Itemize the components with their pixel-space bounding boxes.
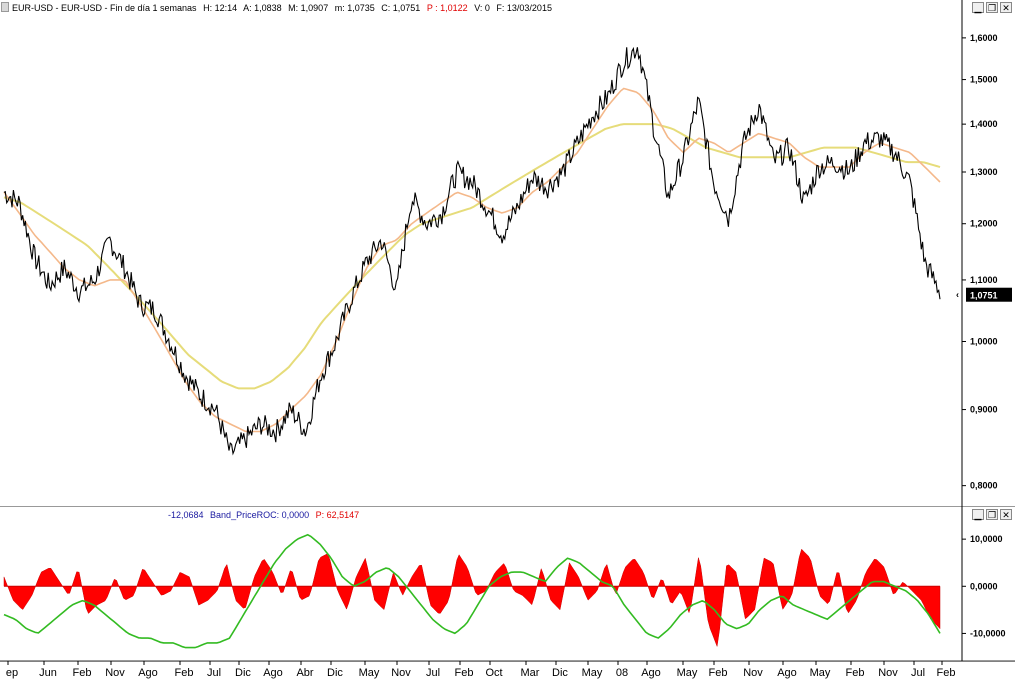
header-close: C: 1,0751 — [381, 3, 421, 13]
price-line — [3, 46, 941, 456]
time-axis-label: 08 — [616, 667, 628, 679]
indicator-axis-label: 10,0000 — [970, 534, 1003, 544]
time-axis-svg[interactable]: ep Jun Feb Nov Ago Feb Jul Dic Ago Abr Dic May Nov Ju… — [0, 661, 1015, 680]
price-axis-label: 0,8000 — [970, 481, 998, 491]
header-hour: H: 12:14 — [203, 3, 238, 13]
band-price-roc-histogram — [3, 548, 941, 648]
time-axis-label: Feb — [709, 667, 728, 679]
indicator-axis-label: -10,0000 — [970, 628, 1006, 638]
time-axis-label: May — [359, 667, 380, 679]
time-axis-label: Nov — [743, 667, 763, 679]
indicator-axis-label: 0,0000 — [970, 581, 998, 591]
close-button[interactable]: ✕ — [1000, 2, 1012, 13]
time-axis-label: May — [677, 667, 698, 679]
price-axis-label: 1,3000 — [970, 167, 998, 177]
time-axis-label: Jul — [426, 667, 440, 679]
roc-line — [3, 533, 941, 649]
indicator-close-button[interactable]: ✕ — [1000, 509, 1012, 520]
time-axis-label: Dic — [235, 667, 251, 679]
time-axis-label: Ago — [641, 667, 661, 679]
price-chart-pane[interactable]: 1,6000 1,5000 1,4000 1,3000 1,2000 1,1000 1,00… — [0, 0, 1015, 507]
price-axis-label: 1,4000 — [970, 119, 998, 129]
price-axis-label: 1,6000 — [970, 33, 998, 43]
time-axis-label: May — [810, 667, 831, 679]
price-chart-header: EUR-USD - EUR-USD - Fin de día 1 semanas… — [12, 2, 556, 14]
time-axis-label: Feb — [846, 667, 865, 679]
last-price-badge — [966, 287, 1012, 302]
header-p: P : 1,0122 — [426, 3, 468, 13]
header-max: M: 1,0907 — [288, 3, 329, 13]
time-axis-label: Feb — [175, 667, 194, 679]
time-axis-label: Dic — [552, 667, 568, 679]
short-moving-average-line — [3, 87, 941, 433]
indicator-p: P: 62,5147 — [315, 510, 360, 520]
price-chart-svg[interactable]: 1,6000 1,5000 1,4000 1,3000 1,2000 1,1000 1,00… — [0, 0, 1015, 507]
close-icon: ✕ — [1002, 510, 1010, 520]
pane-handle[interactable] — [1, 2, 9, 12]
time-axis-label: Nov — [105, 667, 125, 679]
time-axis-label: Dic — [327, 667, 343, 679]
price-axis-label: 1,1000 — [970, 275, 998, 285]
indicator-name: Band_PriceROC: 0,0000 — [210, 510, 310, 520]
time-axis-label: Nov — [391, 667, 411, 679]
time-axis-label: Feb — [937, 667, 956, 679]
price-axis-label: 0,9000 — [970, 405, 998, 415]
header-volume: V: 0 — [474, 3, 490, 13]
long-moving-average-line — [3, 123, 941, 390]
indicator-value: -12,0684 — [168, 510, 204, 520]
time-axis-label: Mar — [521, 667, 540, 679]
header-date: F: 13/03/2015 — [496, 3, 552, 13]
header-min: m: 1,0735 — [334, 3, 375, 13]
indicator-restore-button[interactable]: ❐ — [986, 509, 998, 520]
restore-icon: ❐ — [987, 3, 997, 13]
time-axis-label: ep — [6, 667, 18, 679]
time-axis-label: Jul — [911, 667, 925, 679]
last-price-label: 1,0751 — [970, 291, 998, 301]
indicator-minimize-button[interactable]: ▁ — [972, 509, 984, 520]
price-axis-label: 1,0000 — [970, 336, 998, 346]
header-open: A: 1,0838 — [243, 3, 282, 13]
header-symbol: EUR-USD - EUR-USD - Fin de día 1 semanas — [12, 3, 197, 13]
indicator-chart-svg[interactable]: 10,0000 0,0000 -10,0000 — [0, 507, 1015, 661]
restore-icon: ❐ — [987, 510, 997, 520]
time-axis-label: Ago — [263, 667, 283, 679]
minimize-button[interactable]: ▁ — [972, 2, 984, 13]
time-axis-label: Jul — [207, 667, 221, 679]
minimize-icon: ▁ — [974, 510, 982, 520]
price-axis-label: 1,5000 — [970, 75, 998, 85]
indicator-header: -12,0684 Band_PriceROC: 0,0000 P: 62,514… — [168, 509, 363, 521]
restore-button[interactable]: ❐ — [986, 2, 998, 13]
time-axis-label: Feb — [73, 667, 92, 679]
last-price-arrow: ‹ — [956, 290, 959, 300]
time-axis-label: Ago — [138, 667, 158, 679]
minimize-icon: ▁ — [974, 3, 982, 13]
time-axis-label: Feb — [455, 667, 474, 679]
time-axis-label: May — [582, 667, 603, 679]
time-axis-label: Oct — [485, 667, 502, 679]
time-axis-label: Nov — [878, 667, 898, 679]
price-axis-label: 1,2000 — [970, 219, 998, 229]
time-axis-label: Jun — [39, 667, 57, 679]
time-axis-label: Ago — [777, 667, 797, 679]
indicator-pane[interactable]: 10,0000 0,0000 -10,0000 -12,0684 Band_Pric… — [0, 507, 1015, 661]
time-axis[interactable]: ep Jun Feb Nov Ago Feb Jul Dic Ago Abr Dic May Nov Ju… — [0, 661, 1015, 680]
close-icon: ✕ — [1002, 3, 1010, 13]
time-axis-label: Abr — [296, 667, 313, 679]
